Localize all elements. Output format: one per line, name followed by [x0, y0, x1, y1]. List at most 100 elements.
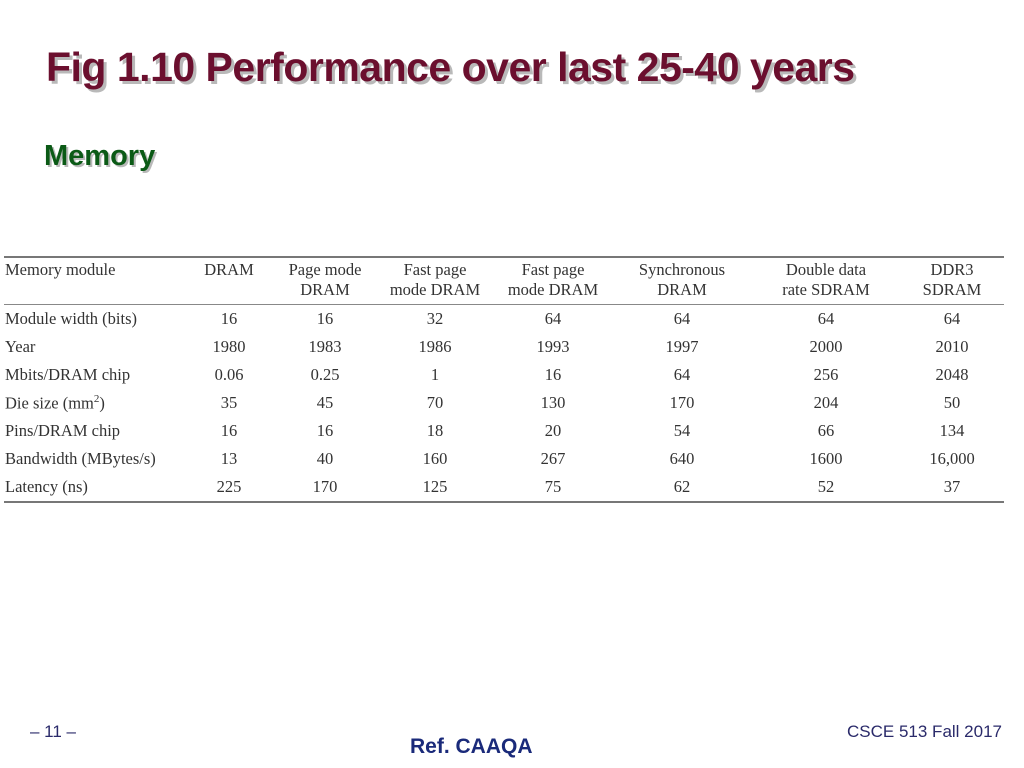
row-label: Die size (mm2) — [4, 389, 184, 417]
table-header-cell: Synchronous DRAM — [612, 258, 752, 305]
header-text: Double data — [785, 260, 867, 279]
table-cell: 1980 — [212, 337, 246, 356]
table-cell: 64 — [943, 309, 961, 328]
row-label-text: Mbits/DRAM chip — [5, 365, 131, 384]
table-row: Module width (bits) 16 16 32 64 64 64 64 — [4, 305, 1004, 334]
header-text: DDR3 — [930, 260, 974, 279]
table-cell: 13 — [220, 449, 238, 468]
table-header-row: Memory module DRAM Page mode DRAM Fast page m… — [4, 258, 1004, 305]
table-row: Bandwidth (MBytes/s) 13 40 160 267 640 1600 16,… — [4, 445, 1004, 473]
slide-title: Fig 1.10 Performance over last 25-40 yea… — [46, 44, 855, 90]
table-cell: 54 — [673, 421, 691, 440]
table-header-cell: Fast page mode DRAM — [494, 258, 612, 305]
row-label-text: Year — [5, 337, 36, 356]
header-text: Fast page — [521, 260, 585, 279]
table-cell: 16 — [220, 421, 238, 440]
row-label: Bandwidth (MBytes/s) — [4, 445, 184, 473]
header-text: SDRAM — [922, 280, 982, 299]
table-cell: 62 — [673, 477, 691, 496]
row-label-text: Module width (bits) — [5, 309, 137, 328]
table-cell: 160 — [422, 449, 448, 468]
header-text: DRAM — [657, 280, 707, 299]
table-header-cell: Double data rate SDRAM — [752, 258, 900, 305]
table-header-cell: DRAM — [184, 258, 274, 305]
table-cell: 2010 — [935, 337, 969, 356]
table-cell: 2048 — [935, 365, 969, 384]
table-cell: 267 — [540, 449, 566, 468]
table-cell: 16,000 — [929, 449, 975, 468]
table-cell: 70 — [426, 393, 444, 412]
table-cell: 18 — [426, 421, 444, 440]
row-label-text: Pins/DRAM chip — [5, 421, 121, 440]
table-header-cell: Fast page mode DRAM — [376, 258, 494, 305]
memory-performance-table: Memory module DRAM Page mode DRAM Fast page m… — [4, 258, 1004, 501]
section-subheading: Memory — [44, 140, 156, 172]
row-label: Year — [4, 333, 184, 361]
table-cell: 64 — [544, 309, 562, 328]
table-cell: 16 — [316, 421, 334, 440]
course-label: CSCE 513 Fall 2017 — [847, 722, 1002, 741]
table-cell: 2000 — [809, 337, 843, 356]
row-label: Latency (ns) — [4, 473, 184, 501]
table-cell: 225 — [216, 477, 242, 496]
table-cell: 170 — [669, 393, 695, 412]
header-text: DRAM — [204, 260, 254, 279]
header-text: rate SDRAM — [782, 280, 870, 299]
table-row: Latency (ns) 225 170 125 75 62 52 37 — [4, 473, 1004, 501]
table-cell: 64 — [817, 309, 835, 328]
table-cell: 0.25 — [310, 365, 340, 384]
table-cell: 1 — [430, 365, 440, 384]
header-text: Page mode — [288, 260, 362, 279]
table-cell: 37 — [943, 477, 961, 496]
header-text: Synchronous — [638, 260, 726, 279]
row-label: Mbits/DRAM chip — [4, 361, 184, 389]
header-text: Fast page — [403, 260, 467, 279]
header-text: DRAM — [300, 280, 350, 299]
table-cell: 0.06 — [214, 365, 244, 384]
header-text: mode DRAM — [507, 280, 599, 299]
table-cell: 16 — [316, 309, 334, 328]
table-header-cell: DDR3 SDRAM — [900, 258, 1004, 305]
table-cell: 66 — [817, 421, 835, 440]
table-cell: 52 — [817, 477, 835, 496]
table-body: Module width (bits) 16 16 32 64 64 64 64 Year 198… — [4, 305, 1004, 502]
table-header-cell: Page mode DRAM — [274, 258, 376, 305]
header-text: Memory module — [5, 260, 116, 279]
memory-performance-table-container: Memory module DRAM Page mode DRAM Fast page m… — [4, 256, 1004, 503]
table-cell: 256 — [813, 365, 839, 384]
table-cell: 130 — [540, 393, 566, 412]
row-label-text: Bandwidth (MBytes/s) — [5, 449, 156, 468]
row-label: Module width (bits) — [4, 305, 184, 334]
row-label-superscript: 2 — [93, 392, 100, 405]
table-cell: 1997 — [665, 337, 699, 356]
table-bottom-rule — [4, 501, 1004, 503]
table-cell: 50 — [943, 393, 961, 412]
row-label-text: Die size (mm — [5, 393, 94, 413]
table-cell: 64 — [673, 309, 691, 328]
table-cell: 125 — [422, 477, 448, 496]
table-cell: 32 — [426, 309, 444, 328]
reference-label: Ref. CAAQA — [410, 735, 533, 758]
table-cell: 640 — [669, 449, 695, 468]
table-cell: 40 — [316, 449, 334, 468]
table-cell: 16 — [544, 365, 562, 384]
row-label: Pins/DRAM chip — [4, 417, 184, 445]
table-cell: 1983 — [308, 337, 342, 356]
table-cell: 1986 — [418, 337, 452, 356]
table-header-row-label: Memory module — [4, 258, 184, 305]
table-cell: 1600 — [809, 449, 843, 468]
table-cell: 16 — [220, 309, 238, 328]
table-cell: 170 — [312, 477, 338, 496]
table-cell: 64 — [673, 365, 691, 384]
table-cell: 35 — [220, 393, 238, 412]
table-row: Pins/DRAM chip 16 16 18 20 54 66 134 — [4, 417, 1004, 445]
table-top-rule — [4, 256, 1004, 258]
table-row: Mbits/DRAM chip 0.06 0.25 1 16 64 256 2048 — [4, 361, 1004, 389]
table-cell: 204 — [813, 393, 839, 412]
table-cell: 75 — [544, 477, 562, 496]
table-cell: 20 — [544, 421, 562, 440]
row-label-text: Latency (ns) — [5, 477, 88, 496]
page-number: – 11 – — [30, 722, 77, 741]
table-cell: 1993 — [536, 337, 570, 356]
table-row: Die size (mm2) 35 45 70 130 170 204 50 — [4, 389, 1004, 417]
